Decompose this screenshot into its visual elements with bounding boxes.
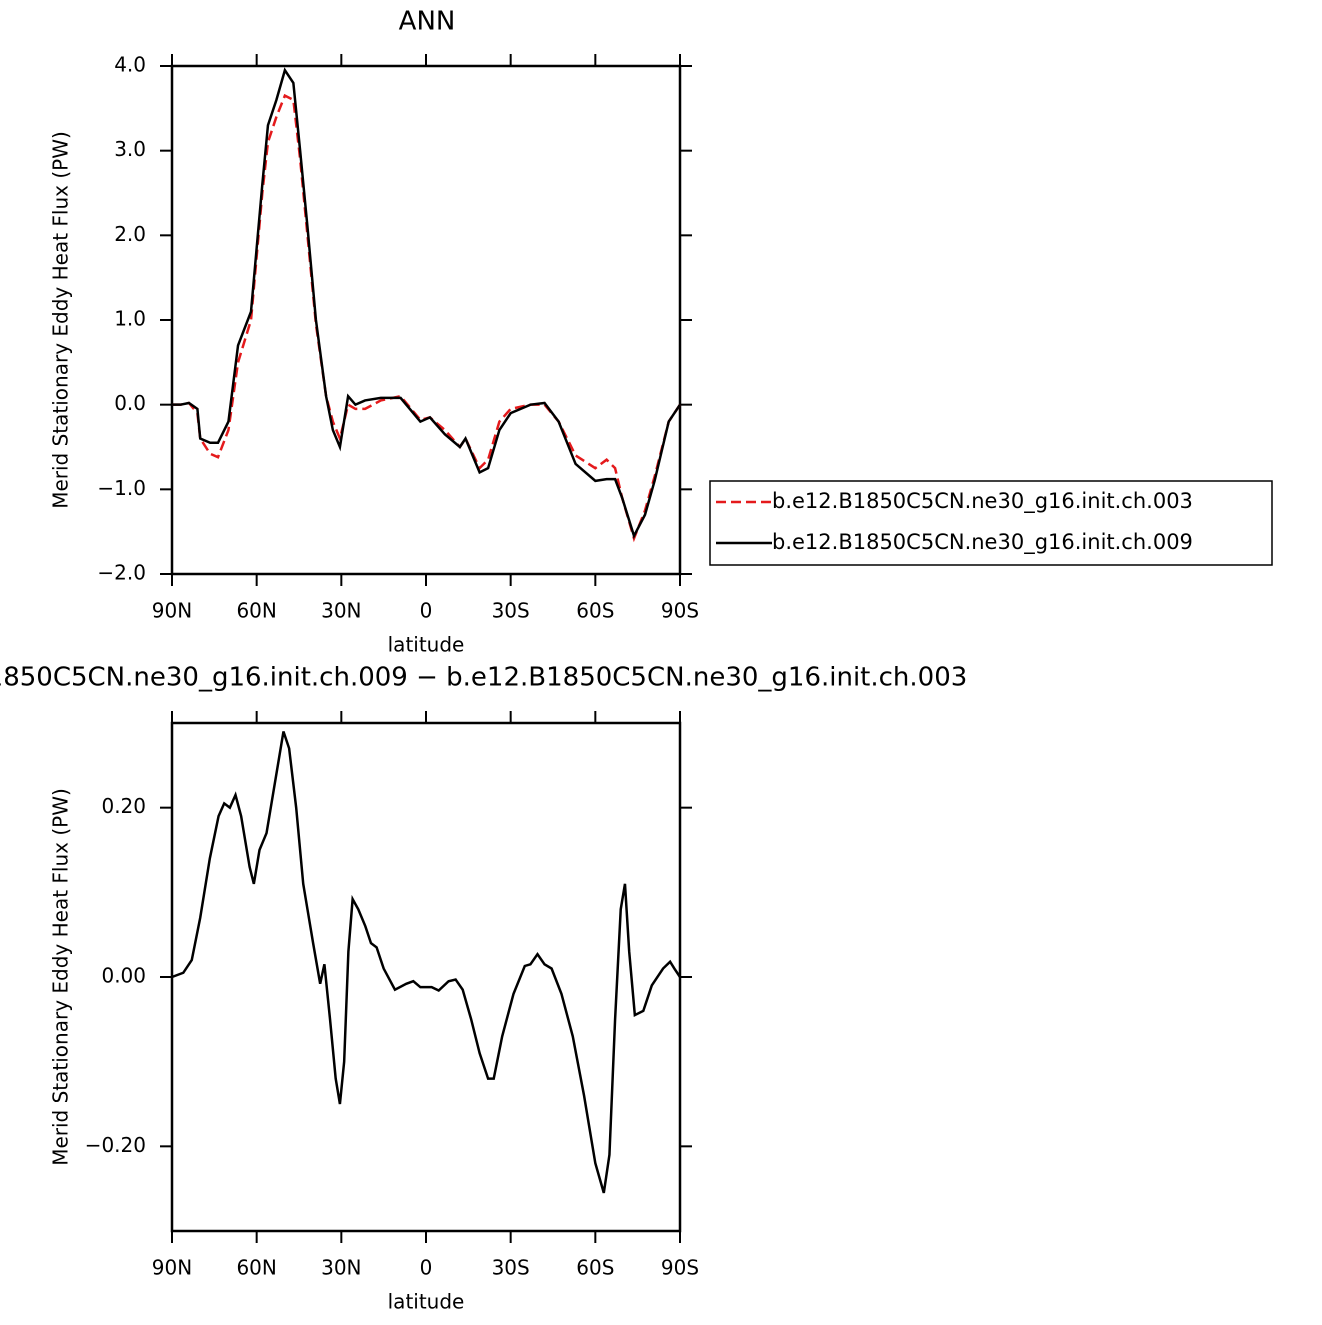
x-axis-label: latitude xyxy=(388,633,465,657)
x-tick-label: 30S xyxy=(492,599,530,623)
x-tick-label: 60S xyxy=(576,1256,614,1280)
legend-label: b.e12.B1850C5CN.ne30_g16.init.ch.009 xyxy=(772,530,1193,555)
x-tick-label: 90N xyxy=(152,1256,192,1280)
y-tick-label: 2.0 xyxy=(114,222,146,246)
plot-frame xyxy=(170,721,682,1233)
x-axis-label: latitude xyxy=(388,1290,465,1314)
y-tick-label: 0.0 xyxy=(114,391,146,415)
x-tick-label: 60N xyxy=(236,599,276,623)
y-tick-label: −2.0 xyxy=(97,561,146,585)
y-tick-label: −1.0 xyxy=(97,476,146,500)
x-tick-label: 90S xyxy=(661,599,699,623)
y-tick-label: 3.0 xyxy=(114,137,146,161)
legend-box xyxy=(709,480,1273,566)
chart-title: b.e12.B1850C5CN.ne30_g16.init.ch.009 − b… xyxy=(0,663,967,693)
y-tick-label: 0.00 xyxy=(101,964,146,988)
data-line xyxy=(171,731,682,1194)
x-tick-label: 60N xyxy=(236,1256,276,1280)
y-axis-label: Merid Stationary Eddy Heat Flux (PW) xyxy=(49,788,73,1166)
data-line xyxy=(172,67,682,540)
x-tick-label: 60S xyxy=(576,599,614,623)
x-tick-label: 30N xyxy=(321,1256,361,1280)
chart-title: ANN xyxy=(399,7,456,37)
x-tick-label: 30N xyxy=(321,599,361,623)
x-tick-label: 90N xyxy=(152,599,192,623)
y-axis-label: Merid Stationary Eddy Heat Flux (PW) xyxy=(49,131,73,509)
y-tick-label: 1.0 xyxy=(114,307,146,331)
legend-label: b.e12.B1850C5CN.ne30_g16.init.ch.003 xyxy=(772,489,1193,514)
x-tick-label: 0 xyxy=(420,599,433,623)
data-line xyxy=(172,93,682,543)
y-tick-label: 4.0 xyxy=(114,53,146,77)
x-tick-label: 0 xyxy=(420,1256,433,1280)
y-tick-label: 0.20 xyxy=(101,794,146,818)
x-tick-label: 90S xyxy=(661,1256,699,1280)
plot-frame xyxy=(170,64,682,576)
x-tick-label: 30S xyxy=(492,1256,530,1280)
y-tick-label: −0.20 xyxy=(85,1133,146,1157)
